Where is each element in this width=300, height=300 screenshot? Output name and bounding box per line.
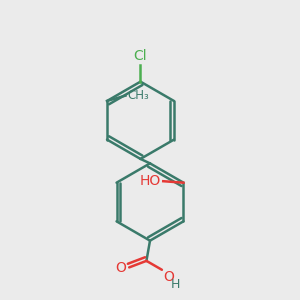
Text: CH₃: CH₃ [128,89,150,102]
Text: Cl: Cl [134,49,147,63]
Text: O: O [163,270,174,284]
Text: HO: HO [140,174,161,188]
Text: O: O [115,261,126,275]
Text: H: H [171,278,180,291]
